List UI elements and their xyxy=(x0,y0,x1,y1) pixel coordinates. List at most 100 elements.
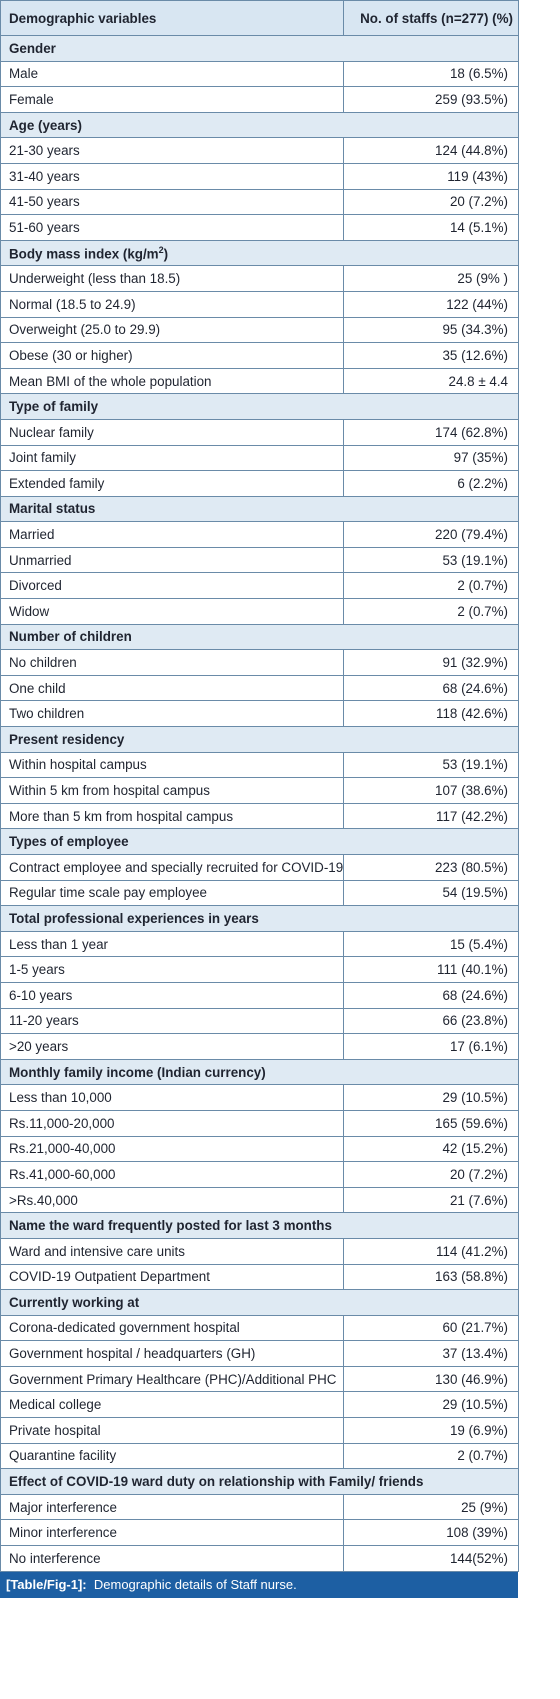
variable-cell: Rs.11,000-20,000 xyxy=(0,1109,344,1137)
table-row: Government Primary Healthcare (PHC)/Addi… xyxy=(0,1365,519,1393)
variable-cell: COVID-19 Outpatient Department xyxy=(0,1263,344,1291)
variable-cell: Rs.21,000-40,000 xyxy=(0,1135,344,1163)
caption-text: Demographic details of Staff nurse. xyxy=(93,1576,297,1592)
section-row: Effect of COVID-19 ward duty on relation… xyxy=(0,1468,519,1495)
variable-cell: 1-5 years xyxy=(0,956,344,983)
section-title: Monthly family income (Indian currency) xyxy=(0,1058,519,1086)
section-row: Marital status xyxy=(0,495,519,523)
count-cell: 25 (9%) xyxy=(343,1493,519,1521)
count-cell: 165 (59.6%) xyxy=(343,1109,519,1137)
table-row: 21-30 years 124 (44.8%) xyxy=(0,137,519,164)
table-row: COVID-19 Outpatient Department 163 (58.8%… xyxy=(0,1263,519,1291)
table-row: Major interference 25 (9%) xyxy=(0,1493,519,1521)
count-cell: 259 (93.5%) xyxy=(343,86,519,113)
variable-cell: Less than 10,000 xyxy=(0,1084,344,1111)
variable-cell: 11-20 years xyxy=(0,1007,344,1035)
count-cell: 66 (23.8%) xyxy=(343,1007,519,1035)
table-row: Less than 10,000 29 (10.5%) xyxy=(0,1084,519,1111)
variable-cell: Nuclear family xyxy=(0,418,344,446)
count-cell: 42 (15.2%) xyxy=(343,1135,519,1163)
variable-cell: Rs.41,000-60,000 xyxy=(0,1161,344,1188)
table-row: Quarantine facility 2 (0.7%) xyxy=(0,1442,519,1470)
count-cell: 17 (6.1%) xyxy=(343,1033,519,1060)
section-title: Name the ward frequently posted for last… xyxy=(0,1212,519,1239)
variable-cell: Government hospital / headquarters (GH) xyxy=(0,1340,344,1367)
count-cell: 119 (43%) xyxy=(343,162,519,190)
table-row: Within 5 km from hospital campus 107 (38.… xyxy=(0,777,519,804)
table-row: Divorced 2 (0.7%) xyxy=(0,572,519,600)
count-cell: 18 (6.5%) xyxy=(343,60,519,88)
variable-cell: >Rs.40,000 xyxy=(0,1186,344,1214)
table-row: Male 18 (6.5%) xyxy=(0,60,519,88)
table-row: 51-60 years 14 (5.1%) xyxy=(0,214,519,241)
section-title-text: Body mass index (kg/m xyxy=(9,246,159,262)
count-cell: 124 (44.8%) xyxy=(343,137,519,164)
section-title-end: ) xyxy=(163,246,169,262)
section-title-text: Currently working at xyxy=(9,1294,140,1310)
variable-cell: Female xyxy=(0,86,344,113)
header-row: Demographic variables No. of staffs (n=2… xyxy=(0,0,519,36)
count-cell: 20 (7.2%) xyxy=(343,188,519,216)
table-row: Married 220 (79.4%) xyxy=(0,521,519,548)
variable-cell: Normal (18.5 to 24.9) xyxy=(0,290,344,318)
count-cell: 15 (5.4%) xyxy=(343,930,519,958)
count-cell: 2 (0.7%) xyxy=(343,572,519,600)
table-row: Within hospital campus 53 (19.1%) xyxy=(0,751,519,779)
section-title: Effect of COVID-19 ward duty on relation… xyxy=(0,1468,519,1495)
variable-cell: >20 years xyxy=(0,1033,344,1060)
count-cell: 6 (2.2%) xyxy=(343,470,519,497)
count-cell: 53 (19.1%) xyxy=(343,546,519,574)
variable-cell: Government Primary Healthcare (PHC)/Addi… xyxy=(0,1365,344,1393)
table-caption: [Table/Fig-1]: Demographic details of St… xyxy=(0,1571,518,1598)
table-row: Contract employee and specially recruite… xyxy=(0,854,519,881)
count-cell: 53 (19.1%) xyxy=(343,751,519,779)
count-cell: 118 (42.6%) xyxy=(343,700,519,728)
variable-cell: Overweight (25.0 to 29.9) xyxy=(0,316,344,344)
section-title-text: Age (years) xyxy=(9,117,82,133)
table-row: Normal (18.5 to 24.9) 122 (44%) xyxy=(0,290,519,318)
variable-cell: Within hospital campus xyxy=(0,751,344,779)
section-title-text: Effect of COVID-19 ward duty on relation… xyxy=(9,1474,424,1490)
variable-cell: Two children xyxy=(0,700,344,728)
header-variable: Demographic variables xyxy=(0,0,344,36)
table-row: Unmarried 53 (19.1%) xyxy=(0,546,519,574)
section-title: Number of children xyxy=(0,623,519,651)
section-title: Body mass index (kg/m2) xyxy=(0,239,519,267)
count-cell: 220 (79.4%) xyxy=(343,521,519,548)
count-cell: 107 (38.6%) xyxy=(343,777,519,804)
section-row: Type of family xyxy=(0,393,519,420)
section-row: Present residency xyxy=(0,726,519,753)
section-title-text: Present residency xyxy=(9,731,125,747)
section-title-text: Marital status xyxy=(9,501,96,517)
section-title: Present residency xyxy=(0,726,519,753)
count-cell: 163 (58.8%) xyxy=(343,1263,519,1291)
variable-cell: No interference xyxy=(0,1545,344,1572)
count-cell: 68 (24.6%) xyxy=(343,981,519,1009)
table-row: No children 91 (32.9%) xyxy=(0,649,519,676)
count-cell: 117 (42.2%) xyxy=(343,802,519,830)
count-cell: 91 (32.9%) xyxy=(343,649,519,676)
count-cell: 114 (41.2%) xyxy=(343,1237,519,1265)
count-cell: 21 (7.6%) xyxy=(343,1186,519,1214)
table-row: Underweight (less than 18.5) 25 (9% ) xyxy=(0,265,519,292)
count-cell: 108 (39%) xyxy=(343,1519,519,1547)
variable-cell: More than 5 km from hospital campus xyxy=(0,802,344,830)
section-row: Number of children xyxy=(0,623,519,651)
variable-cell: Extended family xyxy=(0,470,344,497)
section-title: Types of employee xyxy=(0,828,519,855)
table-row: Less than 1 year 15 (5.4%) xyxy=(0,930,519,958)
table-row: Ward and intensive care units 114 (41.2%) xyxy=(0,1237,519,1265)
count-cell: 37 (13.4%) xyxy=(343,1340,519,1367)
section-title: Type of family xyxy=(0,393,519,420)
section-row: Total professional experiences in years xyxy=(0,905,519,932)
table-row: Two children 118 (42.6%) xyxy=(0,700,519,728)
table-row: >Rs.40,000 21 (7.6%) xyxy=(0,1186,519,1214)
count-cell: 223 (80.5%) xyxy=(343,854,519,881)
variable-cell: 31-40 years xyxy=(0,162,344,190)
count-cell: 2 (0.7%) xyxy=(343,1442,519,1470)
section-title: Marital status xyxy=(0,495,519,523)
variable-cell: Less than 1 year xyxy=(0,930,344,958)
table-row: Minor interference 108 (39%) xyxy=(0,1519,519,1547)
variable-cell: Quarantine facility xyxy=(0,1442,344,1470)
section-title-text: Name the ward frequently posted for last… xyxy=(9,1218,332,1234)
